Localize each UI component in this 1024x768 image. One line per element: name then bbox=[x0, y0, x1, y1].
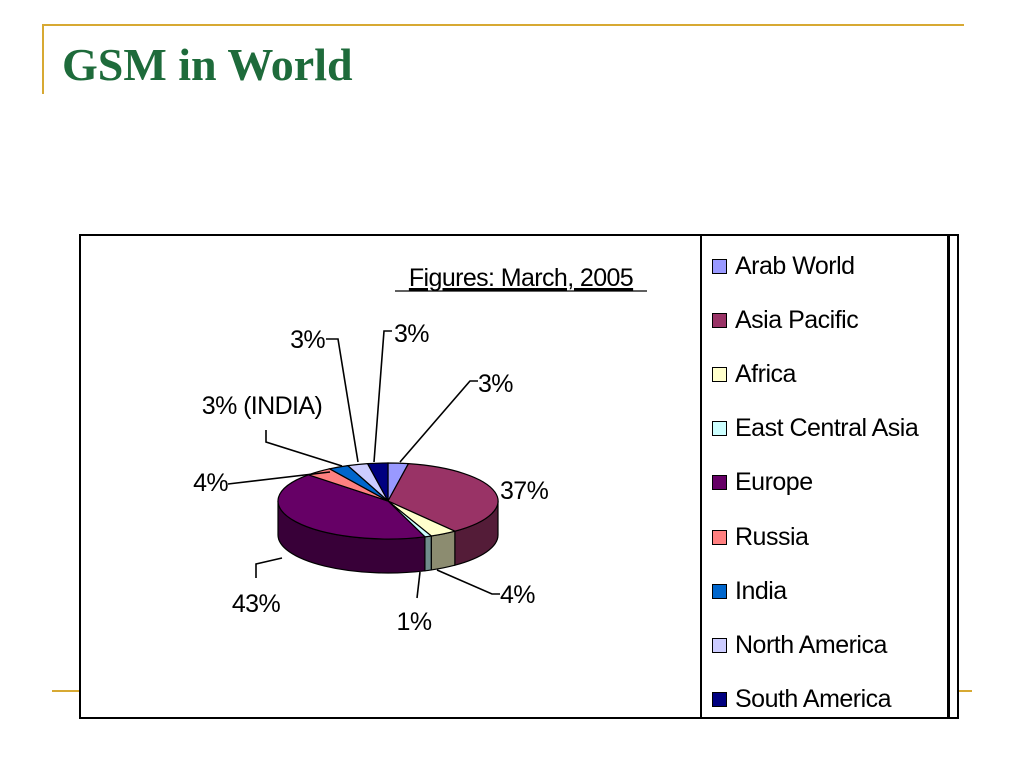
data-label-india: 3% (INDIA) bbox=[202, 392, 322, 420]
legend-swatch bbox=[712, 421, 727, 437]
pie-top bbox=[277, 462, 499, 540]
legend-swatch bbox=[712, 366, 727, 382]
legend-swatch bbox=[712, 637, 727, 653]
chart-subtitle: Figures: March, 2005 bbox=[409, 264, 633, 292]
leader-line-india bbox=[265, 430, 343, 467]
pie-slice-south-america bbox=[366, 462, 389, 502]
legend-swatch bbox=[712, 529, 727, 545]
leader-line-south-america bbox=[373, 330, 392, 463]
leader-line-arab-world bbox=[399, 380, 478, 463]
leader-line-east-central-asia bbox=[416, 571, 421, 599]
data-label-europe: 43% bbox=[232, 590, 281, 618]
data-label-africa: 4% bbox=[500, 581, 535, 609]
legend-label: Europe bbox=[735, 468, 813, 497]
pie-wall-africa bbox=[430, 530, 456, 571]
accent-line-bottom-right bbox=[958, 690, 972, 692]
data-label-russia: 4% bbox=[193, 469, 228, 497]
legend-swatch bbox=[712, 312, 727, 328]
legend-item-europe: Europe bbox=[712, 466, 813, 500]
data-label-south-america: 3% bbox=[394, 320, 429, 348]
legend-label: North America bbox=[735, 630, 887, 659]
legend-item-north-america: North America bbox=[712, 628, 887, 662]
data-label-east-central-asia: 1% bbox=[397, 608, 432, 636]
legend-swatch bbox=[712, 475, 727, 491]
accent-line-bottom-left bbox=[52, 690, 82, 692]
legend-item-india: India bbox=[712, 574, 787, 608]
leader-line-north-america bbox=[326, 338, 359, 463]
leader-line-africa bbox=[436, 569, 500, 595]
legend-item-russia: Russia bbox=[712, 520, 809, 554]
legend-label: Arab World bbox=[735, 251, 855, 280]
chart-legend: Arab World Asia Pacific Africa East Central… bbox=[700, 236, 950, 717]
legend-item-arab-world: Arab World bbox=[712, 249, 855, 283]
legend-label: Russia bbox=[735, 522, 809, 551]
legend-label: Africa bbox=[735, 359, 796, 388]
data-label-asia-pacific: 37% bbox=[500, 477, 549, 505]
leader-line-europe bbox=[255, 557, 283, 578]
slide-title: GSM in World bbox=[62, 39, 353, 90]
leader-line-russia bbox=[227, 471, 331, 485]
pie-slice-europe bbox=[277, 474, 427, 540]
accent-line-top bbox=[42, 24, 964, 26]
legend-item-east-central-asia: East Central Asia bbox=[712, 412, 919, 446]
legend-item-africa: Africa bbox=[712, 357, 796, 391]
data-label-north-america: 3% bbox=[290, 326, 325, 354]
pie-slice-asia-pacific bbox=[387, 463, 499, 532]
legend-swatch bbox=[712, 258, 727, 274]
pie-wall-east-central-asia bbox=[424, 535, 432, 572]
data-labels: 3% 37% 4% 1% 43% 4% 3% (INDIA) 3% 3% bbox=[193, 320, 549, 636]
legend-label: India bbox=[735, 576, 787, 605]
legend-label: Asia Pacific bbox=[735, 305, 859, 334]
legend-item-south-america: South America bbox=[712, 683, 892, 717]
data-label-arab-world: 3% bbox=[478, 370, 513, 398]
legend-label: South America bbox=[735, 685, 892, 714]
legend-swatch bbox=[712, 583, 727, 599]
legend-item-asia-pacific: Asia Pacific bbox=[712, 303, 859, 337]
legend-label: East Central Asia bbox=[735, 414, 919, 443]
accent-line-left bbox=[42, 24, 44, 94]
legend-swatch bbox=[712, 692, 727, 708]
